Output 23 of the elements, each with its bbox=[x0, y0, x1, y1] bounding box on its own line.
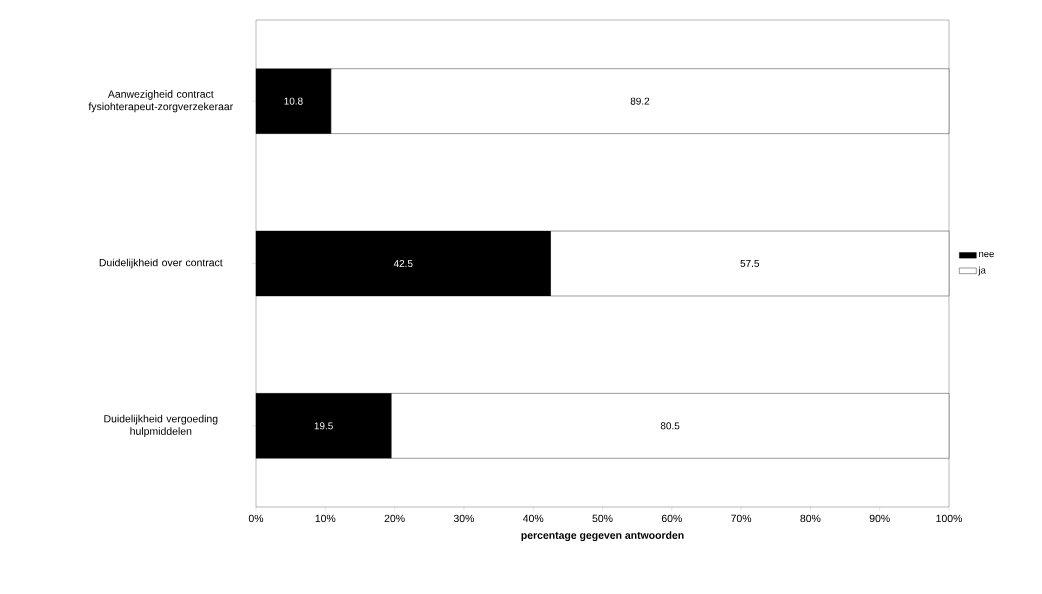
y-tick-label: Aanwezigheid contract fysiohterapeut-zorgverzekeraar bbox=[88, 90, 234, 113]
x-tick-label: 50% bbox=[592, 514, 613, 523]
x-tick-label: 70% bbox=[731, 514, 752, 523]
x-tick-label: 80% bbox=[800, 514, 821, 523]
x-tick-label: 30% bbox=[453, 514, 474, 523]
y-tick-label: Duidelijkheid over contract bbox=[99, 258, 223, 269]
x-tick-label: 90% bbox=[869, 514, 890, 523]
x-tick-label: 100% bbox=[936, 514, 962, 523]
y-tick-label: Duidelijkheid vergoeding hulpmiddelen bbox=[104, 414, 218, 437]
legend-label: nee bbox=[979, 251, 994, 258]
x-axis-title: percentage gegeven antwoorden bbox=[521, 531, 684, 542]
x-tick-label: 10% bbox=[315, 514, 336, 523]
x-tick-label: 0% bbox=[248, 514, 264, 523]
data-label: 80.5 bbox=[660, 422, 680, 430]
data-label: 10.8 bbox=[284, 97, 303, 105]
data-label: 19.5 bbox=[314, 422, 333, 430]
x-tick-label: 20% bbox=[384, 514, 405, 523]
data-label: 57.5 bbox=[740, 260, 760, 267]
data-label: 42.5 bbox=[393, 259, 413, 268]
data-label: 89.2 bbox=[630, 97, 650, 105]
legend-label: ja bbox=[978, 266, 986, 276]
x-tick-label: 40% bbox=[522, 514, 544, 523]
x-tick-label: 60% bbox=[661, 514, 682, 523]
